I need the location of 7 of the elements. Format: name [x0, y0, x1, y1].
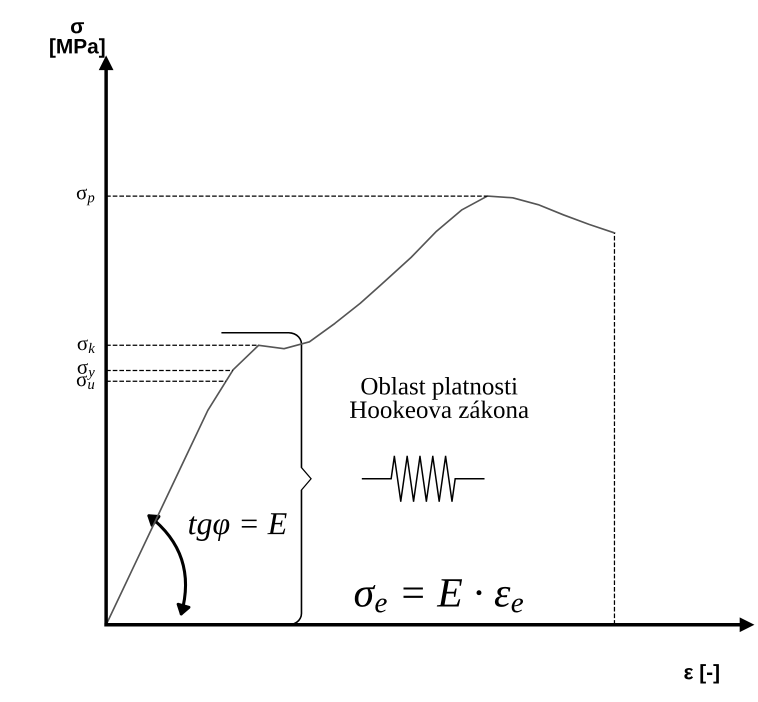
annotation: Oblast platnosti Hookeova zákona	[350, 377, 529, 418]
x-axis-title: ε [-]	[684, 664, 719, 684]
annotation: σ$_{e}$ = E · ε$_{e}$	[354, 579, 524, 613]
text: σ [MPa]	[50, 22, 104, 58]
ref-line-label: σ$_{p}$	[76, 188, 94, 206]
annotation: tgφ = E	[189, 513, 287, 541]
ref-line-label: σ$_{k}$	[78, 339, 95, 353]
